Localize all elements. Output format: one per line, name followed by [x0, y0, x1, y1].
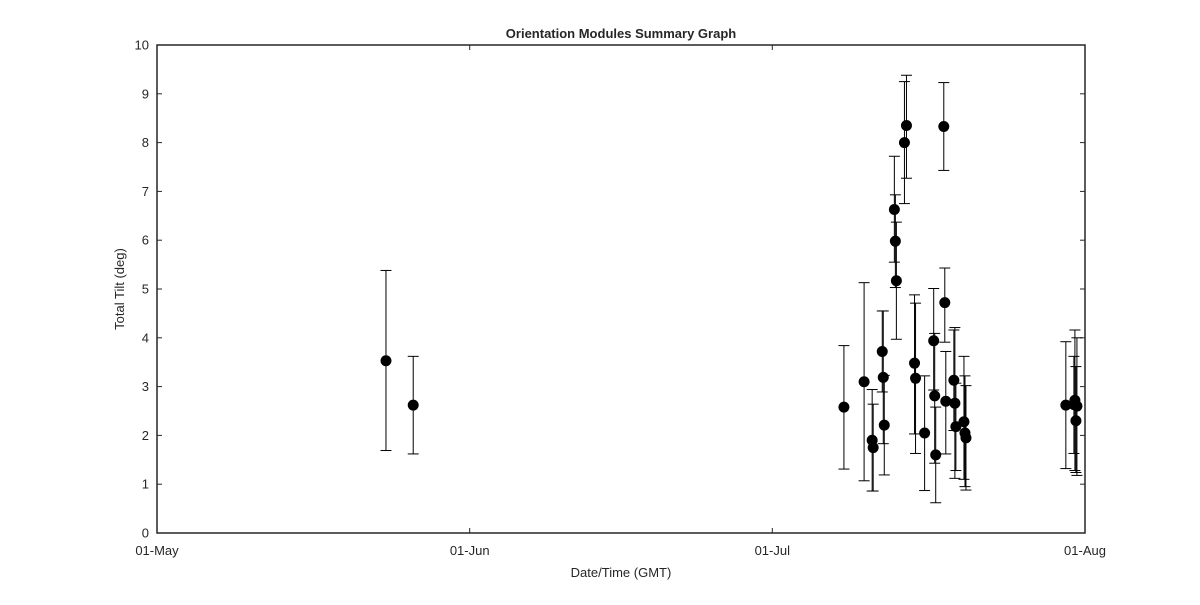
data-point: [910, 372, 922, 384]
data-point: [919, 427, 931, 439]
data-point: [938, 120, 950, 132]
data-point: [1071, 400, 1083, 412]
y-tick-label: 4: [142, 330, 149, 345]
x-tick-label: 01-May: [135, 543, 179, 558]
data-point: [876, 345, 888, 357]
axis-ticks: 0 1 2 3 4 5 6 7 8 9 10 01-May 01-Jun 01-Jul 01-Aug: [135, 38, 1106, 559]
data-point: [950, 421, 962, 433]
y-tick-label: 7: [142, 184, 149, 199]
data-point: [939, 297, 951, 309]
data-point: [838, 401, 850, 413]
data-point: [960, 432, 972, 444]
data-point: [928, 335, 940, 347]
plot-area-frame: [156, 44, 1086, 534]
data-point: [930, 449, 942, 461]
x-tick-label: 01-Aug: [1064, 543, 1106, 558]
y-tick-label: 3: [142, 379, 149, 394]
data-point: [958, 416, 970, 428]
data-point: [878, 419, 890, 431]
data-point: [909, 357, 921, 369]
data-point: [867, 442, 879, 454]
data-point: [407, 399, 419, 411]
y-tick-label: 0: [142, 526, 149, 541]
y-tick-label: 8: [142, 135, 149, 150]
data-point: [1070, 415, 1082, 427]
data-point: [380, 355, 392, 367]
x-tick-label: 01-Jul: [755, 543, 791, 558]
data-point: [929, 390, 941, 402]
y-tick-label: 9: [142, 86, 149, 101]
x-axis-label: Date/Time (GMT): [571, 565, 672, 580]
data-point: [888, 203, 900, 215]
data-point: [940, 395, 952, 407]
y-tick-label: 2: [142, 428, 149, 443]
data-points: [380, 74, 1083, 504]
y-tick-label: 10: [135, 38, 149, 53]
y-tick-label: 1: [142, 477, 149, 492]
y-axis-label: Total Tilt (deg): [112, 248, 127, 330]
data-point: [898, 137, 910, 149]
chart-title: Orientation Modules Summary Graph: [506, 26, 736, 41]
data-point: [889, 235, 901, 247]
data-point: [900, 120, 912, 132]
y-tick-label: 5: [142, 282, 149, 297]
x-tick-label: 01-Jun: [450, 543, 490, 558]
y-tick-label: 6: [142, 233, 149, 248]
data-point: [949, 397, 961, 409]
data-point: [890, 275, 902, 287]
data-point: [877, 371, 889, 383]
data-point: [948, 374, 960, 386]
data-point: [858, 376, 870, 388]
